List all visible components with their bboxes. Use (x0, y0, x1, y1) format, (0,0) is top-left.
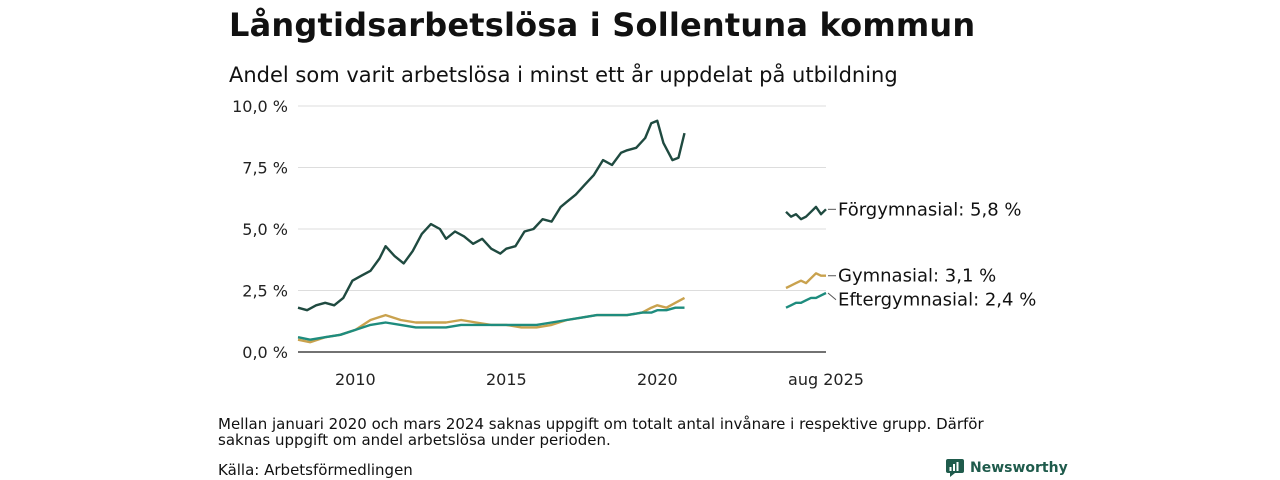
y-tick-label: 7,5 % (242, 159, 288, 178)
recent-line-gymnasial (785, 272, 826, 290)
footnote: Mellan januari 2020 och mars 2024 saknas… (218, 415, 984, 449)
source-note: Källa: Arbetsförmedlingen (218, 461, 413, 479)
x-axis-tick-labels: 2010 2015 2020 aug 2025 (335, 370, 864, 389)
brand: Newsworthy (946, 458, 1068, 478)
newsworthy-logo-icon (946, 459, 964, 477)
y-tick-label: 5,0 % (242, 220, 288, 239)
chart-title: Långtidsarbetslösa i Sollentuna kommun (229, 6, 976, 44)
series-label-eftergymnasial: Eftergymnasial: 2,4 % (838, 290, 1036, 311)
y-tick-label: 0,0 % (242, 343, 288, 362)
x-tick-label: 2015 (486, 370, 527, 389)
series-label-gymnasial: Gymnasial: 3,1 % (838, 266, 996, 287)
chart-subtitle: Andel som varit arbetslösa i minst ett å… (229, 63, 898, 87)
y-axis-tick-labels: 0,0 % 2,5 % 5,0 % 7,5 % 10,0 % (232, 97, 288, 362)
recent-line-eftergymnasial (785, 291, 827, 309)
y-tick-label: 2,5 % (242, 282, 288, 301)
x-tick-label-recent: aug 2025 (788, 370, 864, 389)
recent-series-lines (785, 205, 827, 309)
label-leader-line (827, 292, 837, 301)
gridlines (298, 105, 826, 353)
series-lines (297, 119, 686, 344)
brand-label: Newsworthy (970, 460, 1068, 476)
y-tick-label: 10,0 % (232, 97, 288, 116)
series-line-gymnasial (297, 296, 686, 344)
x-tick-label: 2010 (335, 370, 376, 389)
series-line-eftergymnasial (297, 306, 685, 341)
series-latest-labels: Förgymnasial: 5,8 % Gymnasial: 3,1 % Efter… (827, 199, 1036, 311)
x-tick-label: 2020 (637, 370, 678, 389)
recent-line-förgymnasial (785, 205, 827, 221)
series-label-förgymnasial: Förgymnasial: 5,8 % (838, 199, 1022, 220)
series-line-förgymnasial (297, 119, 686, 312)
